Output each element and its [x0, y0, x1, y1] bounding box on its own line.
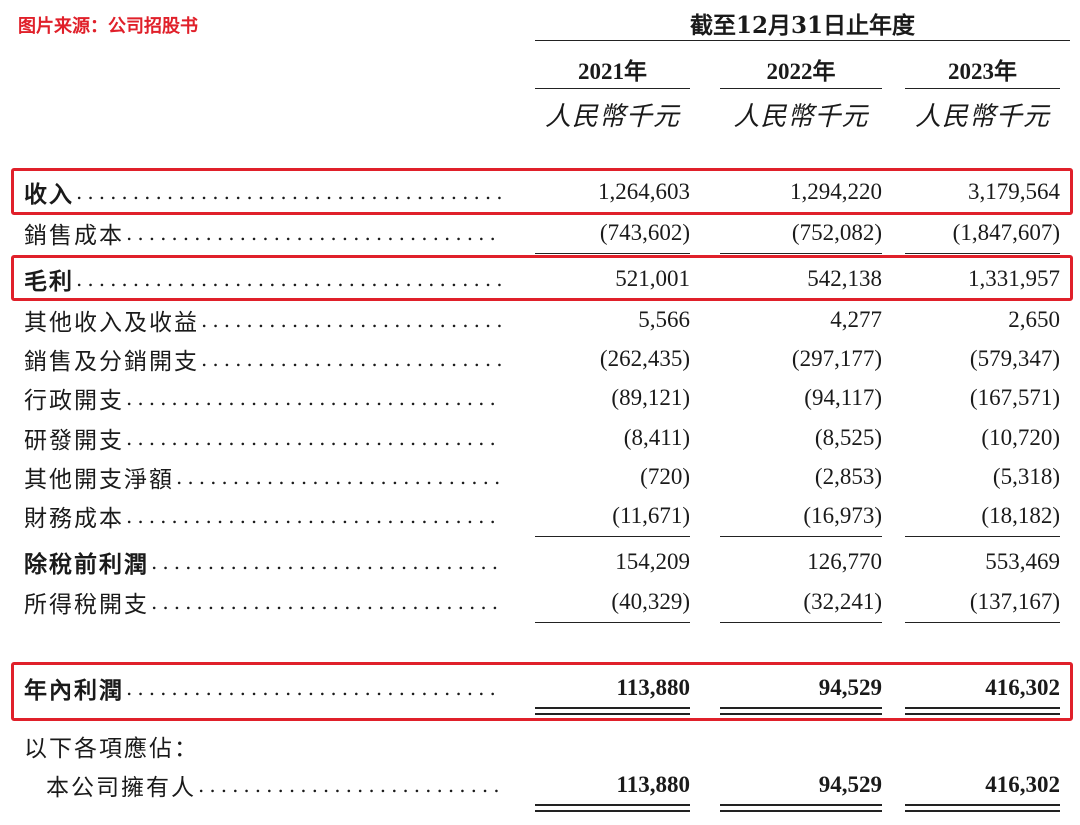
- row-revenue: 收入 1,264,603 1,294,220 3,179,564: [0, 172, 1080, 212]
- row-label: 所得稅開支: [24, 582, 502, 622]
- value-2022: (297,177): [791, 346, 882, 371]
- value-2023: (5,318): [992, 464, 1060, 489]
- value-2021: (262,435): [599, 346, 690, 371]
- row-label: 財務成本: [24, 496, 502, 536]
- period-header: 截至12月31日止年度: [689, 12, 915, 39]
- value-2022: 1,294,220: [790, 179, 882, 204]
- subtotal-rule: [720, 253, 882, 254]
- value-2023: 1,331,957: [968, 266, 1060, 291]
- row-label: 銷售成本: [24, 213, 502, 253]
- value-2022: 126,770: [807, 549, 882, 574]
- value-2023: (167,571): [969, 385, 1060, 410]
- row-profit-before-tax: 除稅前利潤 154,209 126,770 553,469: [0, 542, 1080, 582]
- subtotal-rule: [535, 622, 690, 623]
- year-rule-2023: [905, 88, 1060, 89]
- subtotal-rule: [720, 536, 882, 537]
- row-owners-of-company: 本公司擁有人 113,880 94,529 416,302: [0, 765, 1080, 805]
- value-2021: (720): [640, 464, 690, 489]
- row-rnd-expenses: 研發開支 (8,411) (8,525) (10,720): [0, 418, 1080, 458]
- row-admin-expenses: 行政開支 (89,121) (94,117) (167,571): [0, 378, 1080, 418]
- value-2021: 113,880: [616, 772, 690, 797]
- row-label: 毛利: [24, 259, 502, 299]
- value-2021: (8,411): [623, 425, 690, 450]
- row-label: 研發開支: [24, 418, 502, 458]
- value-2023: (1,847,607): [952, 220, 1060, 245]
- highlight-box-revenue: [11, 168, 1073, 215]
- row-cost-of-sales: 銷售成本 (743,602) (752,082) (1,847,607): [0, 213, 1080, 253]
- value-2023: (18,182): [981, 503, 1060, 528]
- value-2021: 154,209: [615, 549, 690, 574]
- row-finance-costs: 財務成本 (11,671) (16,973) (18,182): [0, 496, 1080, 536]
- row-label: 收入: [24, 172, 502, 212]
- subtotal-rule: [535, 253, 690, 254]
- year-header-2023: 2023年: [948, 59, 1017, 84]
- row-other-income: 其他收入及收益 5,566 4,277 2,650: [0, 300, 1080, 340]
- value-2022: (2,853): [814, 464, 882, 489]
- value-2022: 4,277: [830, 307, 882, 332]
- total-double-rule: [905, 804, 1060, 812]
- value-2022: (16,973): [803, 503, 882, 528]
- value-2023: 416,302: [985, 675, 1060, 700]
- value-2022: (8,525): [814, 425, 882, 450]
- value-2022: 94,529: [818, 675, 882, 700]
- unit-2023: 人民幣千元: [914, 102, 1050, 132]
- year-header-2021: 2021年: [578, 59, 647, 84]
- value-2023: (10,720): [981, 425, 1060, 450]
- source-label: 图片来源：公司招股书: [18, 16, 198, 37]
- value-2021: 521,001: [615, 266, 690, 291]
- total-double-rule: [535, 804, 690, 812]
- value-2021: (89,121): [611, 385, 690, 410]
- year-header-2022: 2022年: [766, 59, 836, 84]
- year-rule-2021: [535, 88, 690, 89]
- value-2023: 2,650: [1008, 307, 1060, 332]
- value-2021: (40,329): [611, 589, 690, 614]
- row-label: 銷售及分銷開支: [24, 339, 502, 379]
- row-selling-expenses: 銷售及分銷開支 (262,435) (297,177) (579,347): [0, 339, 1080, 379]
- subtotal-rule: [535, 536, 690, 537]
- value-2021: 113,880: [616, 675, 690, 700]
- row-label: 除稅前利潤: [24, 542, 502, 582]
- highlight-box-profit-for-year: [11, 662, 1073, 721]
- value-2023: (137,167): [969, 589, 1060, 614]
- subtotal-rule: [905, 253, 1060, 254]
- total-double-rule: [535, 707, 690, 715]
- highlight-box-gross-profit: [11, 255, 1073, 301]
- value-2023: 416,302: [985, 772, 1060, 797]
- value-2021: 1,264,603: [598, 179, 690, 204]
- value-2023: 3,179,564: [968, 179, 1060, 204]
- row-label: 本公司擁有人: [46, 765, 502, 805]
- row-label: 以下各項應佔：: [24, 736, 199, 762]
- row-attributable-to: 以下各項應佔：: [0, 726, 1080, 766]
- value-2022: (752,082): [791, 220, 882, 245]
- value-2022: (32,241): [803, 589, 882, 614]
- subtotal-rule: [905, 536, 1060, 537]
- row-label: 年內利潤: [24, 668, 502, 708]
- row-income-tax: 所得稅開支 (40,329) (32,241) (137,167): [0, 582, 1080, 622]
- row-label: 行政開支: [24, 378, 502, 418]
- row-label: 其他開支淨額: [24, 457, 502, 497]
- subtotal-rule: [905, 622, 1060, 623]
- year-rule-2022: [720, 88, 882, 89]
- value-2021: (743,602): [599, 220, 690, 245]
- row-other-expenses-net: 其他開支淨額 (720) (2,853) (5,318): [0, 457, 1080, 497]
- row-profit-for-year: 年內利潤 113,880 94,529 416,302: [0, 668, 1080, 708]
- unit-2022: 人民幣千元: [733, 102, 869, 132]
- period-rule: [535, 40, 1070, 41]
- value-2022: 94,529: [818, 772, 882, 797]
- value-2021: 5,566: [638, 307, 690, 332]
- value-2022: (94,117): [804, 385, 882, 410]
- subtotal-rule: [720, 622, 882, 623]
- total-double-rule: [720, 804, 882, 812]
- value-2023: 553,469: [985, 549, 1060, 574]
- row-gross-profit: 毛利 521,001 542,138 1,331,957: [0, 259, 1080, 299]
- total-double-rule: [905, 707, 1060, 715]
- value-2023: (579,347): [969, 346, 1060, 371]
- unit-2021: 人民幣千元: [544, 102, 680, 132]
- value-2021: (11,671): [612, 503, 690, 528]
- row-label: 其他收入及收益: [24, 300, 502, 340]
- value-2022: 542,138: [807, 266, 882, 291]
- total-double-rule: [720, 707, 882, 715]
